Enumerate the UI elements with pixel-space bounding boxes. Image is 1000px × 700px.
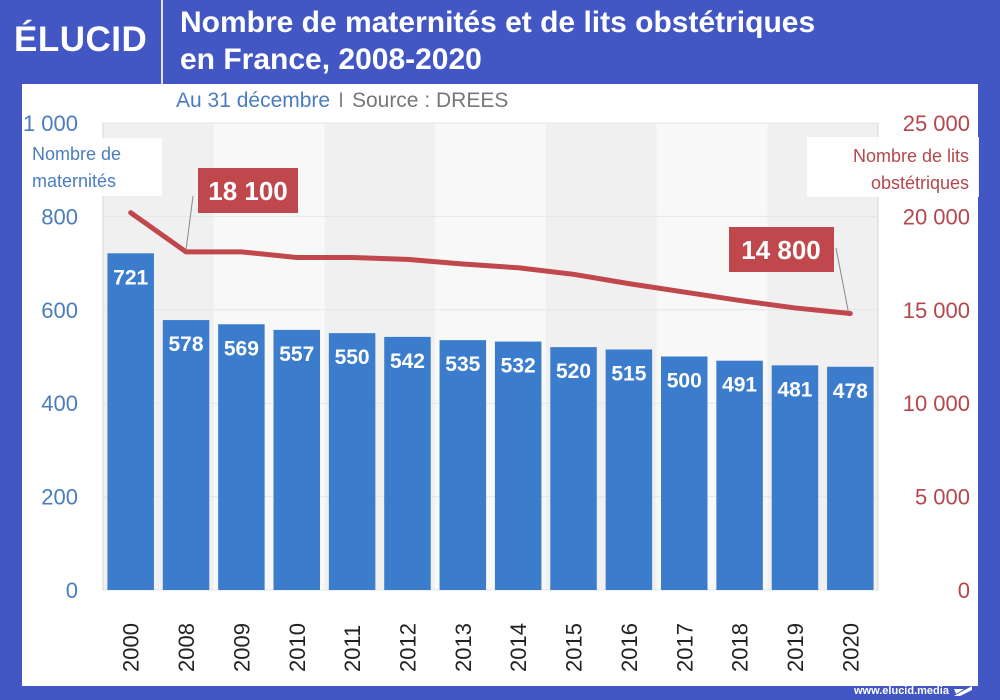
annotation-box: [729, 227, 834, 272]
bar-2017: [661, 356, 708, 590]
bar-label-2019: 481: [777, 378, 812, 401]
bar-2018: [716, 360, 763, 590]
right-tick-label: 15 000: [903, 298, 970, 323]
x-tick-label-2011: 2011: [340, 625, 365, 672]
subtitle-date: Au 31 décembre: [176, 89, 331, 112]
x-axis-ticks: 2000 2008 2009 2010 2011 2012 2013 2014 2015 2016…: [119, 623, 864, 672]
bar-label-2000: 721: [113, 266, 148, 289]
title-line-2: en France, 2008-2020: [180, 43, 482, 76]
annotation-14800: 14 800: [741, 235, 821, 265]
bar-label-2017: 500: [667, 370, 702, 393]
right-tick-label: 5 000: [915, 485, 970, 510]
annotation-box: [198, 168, 298, 213]
x-tick-label-2015: 2015: [562, 623, 587, 672]
right-axis-ticks: 0 5 000 10 000 15 000 20 000 25 000: [903, 111, 970, 603]
footer-url-text: www.elucid.media: [853, 684, 949, 697]
annotation-leader: [185, 195, 194, 250]
title-line-1: Nombre de maternités et de lits obstétri…: [180, 6, 816, 39]
right-tick-label: 0: [958, 578, 970, 603]
bars: [107, 253, 874, 590]
bar-2020: [827, 366, 874, 590]
bar-label-2011: 550: [335, 346, 370, 369]
right-tick-label: 25 000: [903, 111, 970, 136]
bar-2015: [550, 347, 597, 590]
left-tick-label: 600: [41, 298, 78, 323]
left-tick-label: 400: [41, 391, 78, 416]
right-tick-label: 20 000: [903, 204, 970, 229]
x-tick-label-2020: 2020: [838, 623, 863, 672]
bar-label-2020: 478: [833, 380, 868, 403]
line-series: [128, 210, 853, 317]
header-divider: [161, 0, 163, 84]
subtitle-separator: I: [338, 89, 344, 112]
footer-url: www.elucid.media: [854, 685, 974, 697]
bar-label-2016: 515: [611, 362, 646, 385]
left-tick-label: 800: [41, 204, 78, 229]
bar-2010: [273, 329, 320, 590]
left-tick-label: 1 000: [23, 111, 78, 136]
x-tick-label-2012: 2012: [395, 623, 420, 672]
x-tick-label-2014: 2014: [506, 623, 531, 672]
x-tick-label-2013: 2013: [451, 623, 476, 672]
right-axis-label-line2: obstétriques: [871, 173, 969, 193]
bar-2000: [107, 253, 154, 590]
bar-label-2018: 491: [722, 374, 757, 397]
line-lits-obstetriques: [128, 210, 853, 317]
x-tick-label-2018: 2018: [728, 623, 753, 672]
bar-2013: [439, 340, 487, 590]
left-axis-label-line1: Nombre de: [32, 144, 121, 164]
annotations: 18 100 14 800: [185, 168, 849, 312]
bar-2011: [328, 333, 376, 590]
bar-label-2008: 578: [169, 333, 204, 356]
x-tick-label-2008: 2008: [174, 623, 199, 672]
x-tick-label-2016: 2016: [617, 623, 642, 672]
bar-2008: [162, 320, 210, 590]
bar-label-2013: 535: [445, 353, 480, 376]
x-tick-label-2009: 2009: [229, 623, 254, 672]
annotation-18100: 18 100: [208, 176, 288, 206]
right-axis-label-bg: [807, 137, 979, 197]
bar-label-2010: 557: [279, 343, 314, 366]
right-axis-label-line1: Nombre de lits: [853, 146, 969, 166]
bar-label-2012: 542: [390, 350, 425, 373]
bar-2016: [605, 349, 653, 590]
left-tick-label: 200: [41, 485, 78, 510]
elucid-flag-icon: [954, 686, 972, 696]
left-axis-label-line2: maternités: [32, 171, 116, 191]
bar-2019: [771, 365, 819, 590]
right-tick-label: 10 000: [903, 391, 970, 416]
bar-2012: [384, 336, 431, 590]
subtitle: Au 31 décembre I Source : DREES: [176, 89, 508, 113]
left-axis-ticks: 0 200 400 600 800 1 000: [23, 111, 78, 603]
x-tick-label-2010: 2010: [285, 623, 310, 672]
axis-labels: Nombre de maternités Nombre de lits obstétr…: [22, 137, 979, 197]
x-tick-label-2000: 2000: [119, 623, 144, 672]
bar-labels: 721 578 569 557 550 542 535 532 520 515 500 491 481 4…: [113, 266, 868, 402]
annotation-leader: [835, 247, 849, 312]
subtitle-source: Source : DREES: [351, 89, 509, 112]
left-axis-label-bg: [22, 138, 162, 196]
page-title: Nombre de maternités et de lits obstétri…: [180, 4, 815, 78]
bar-label-2014: 532: [501, 355, 536, 378]
x-tick-label-2019: 2019: [783, 623, 808, 672]
left-tick-label: 0: [66, 578, 78, 603]
bar-2009: [218, 324, 265, 590]
x-tick-label-2017: 2017: [672, 623, 697, 672]
logo: ÉLUCID: [14, 20, 148, 59]
header: ÉLUCID Nombre de maternités et de lits o…: [0, 0, 1000, 84]
bar-label-2015: 520: [556, 360, 591, 383]
bar-2014: [494, 341, 542, 590]
bar-label-2009: 569: [224, 337, 259, 360]
